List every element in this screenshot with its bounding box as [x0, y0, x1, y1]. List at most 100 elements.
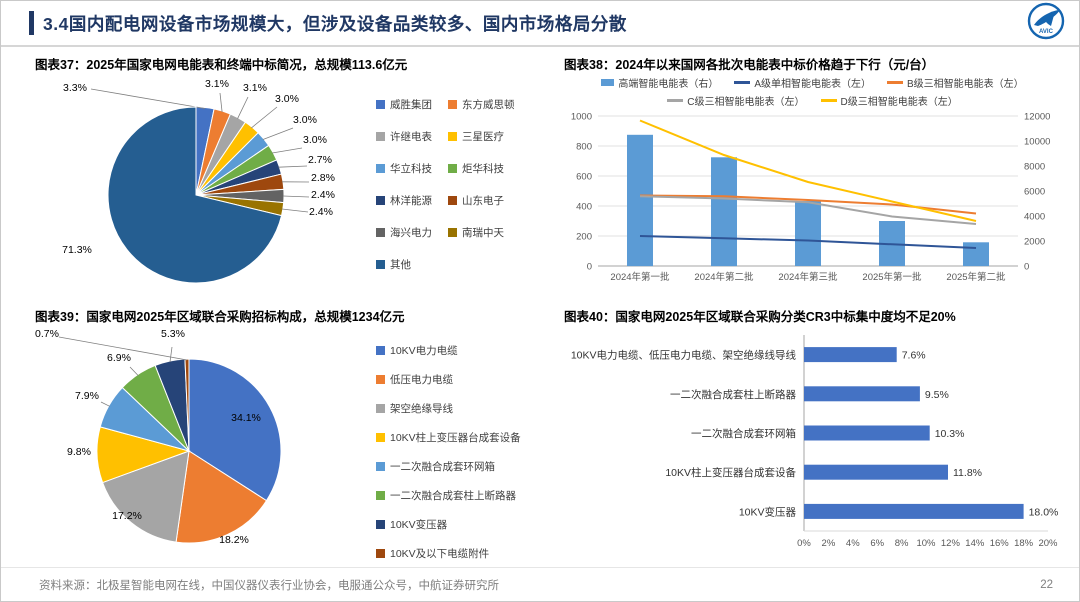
legend-label: 炬华科技: [462, 163, 504, 175]
legend-swatch: [376, 196, 385, 205]
avic-logo-icon: AVIC: [1027, 2, 1065, 39]
category-label: 一二次融合成套环网箱: [691, 427, 796, 440]
source-note: 资料来源：北极星智能电网在线，中国仪器仪表行业协会，电服通公众号，中航证券研究所: [39, 579, 499, 592]
leader-line: [251, 106, 278, 129]
x-tick-label: 16%: [990, 538, 1010, 549]
chart38-legend: 高端智能电能表（右） A级单相智能电能表（左） B级三相智能电能表（左） C级三相智能…: [560, 75, 1065, 108]
legend-swatch: [820, 99, 837, 102]
legend-item: 华立科技: [376, 161, 432, 176]
x-category-label: 2025年第一批: [862, 271, 922, 283]
legend-item: 许继电表: [376, 129, 432, 144]
left-axis-label: 200: [576, 232, 592, 243]
chart37-title: 图表37：2025年国家电网电能表和终端中标简况，总规模113.6亿元: [35, 58, 408, 72]
x-category-label: 2024年第一批: [610, 271, 670, 283]
chart37-pie: 3.3% 3.1% 3.1% 3.0% 3.0% 3.0% 2.7% 2.8% 2.4% 2.4%…: [62, 78, 335, 284]
header: 3.4国内配电网设备市场规模大，但涉及设备品类较多、国内市场格局分散 AVIC: [1, 1, 1079, 47]
leader-line: [281, 208, 309, 213]
legend-label: 许继电表: [390, 131, 432, 143]
legend-item: 低压电力电缆: [376, 372, 521, 387]
value-label: 18.0%: [1029, 506, 1059, 518]
line-series: [639, 119, 977, 222]
left-axis-label: 800: [576, 142, 592, 153]
x-tick-label: 2%: [822, 538, 836, 549]
legend-swatch: [376, 520, 385, 529]
legend-swatch: [376, 260, 385, 269]
legend-label: 三星医疗: [462, 131, 504, 143]
bar: [804, 425, 930, 441]
page-number: 22: [1040, 578, 1053, 591]
line-series: [639, 195, 977, 225]
avic-logo: AVIC: [1027, 2, 1065, 45]
legend-swatch: [448, 164, 457, 173]
pie-label: 2.4%: [309, 206, 333, 218]
legend-label: 华立科技: [390, 163, 432, 175]
legend-label: 威胜集团: [390, 99, 432, 111]
legend-swatch: [376, 375, 385, 384]
legend-item: D级三相智能电能表（左）: [820, 93, 958, 108]
legend-item: C级三相智能电能表（左）: [667, 93, 805, 108]
chart39-title: 图表39：国家电网2025年区域联合采购招标构成，总规模1234亿元: [35, 310, 405, 324]
pie-label: 3.3%: [63, 82, 87, 94]
bar: [711, 157, 737, 267]
legend-label: 其他: [390, 259, 411, 271]
legend-label: D级三相智能电能表（左）: [840, 97, 958, 108]
legend-item: 海兴电力: [376, 225, 432, 240]
legend-label: C级三相智能电能表（左）: [687, 97, 805, 108]
leader-line: [169, 346, 173, 363]
pie-label: 3.1%: [243, 82, 267, 94]
legend-swatch: [448, 132, 457, 141]
legend-swatch: [376, 404, 385, 413]
right-axis-label: 8000: [1024, 162, 1045, 173]
pie-label: 2.8%: [311, 172, 335, 184]
chart40-section: 图表40：国家电网2025年区域联合采购分类CR3中标集中度均不足20% 0% 2…: [560, 303, 1065, 567]
x-tick-label: 20%: [1038, 538, 1058, 549]
x-tick-label: 14%: [965, 538, 985, 549]
pie-label: 34.1%: [231, 412, 261, 424]
legend-label: 10KV及以下电缆附件: [390, 548, 490, 560]
pie-label: 0.7%: [35, 328, 59, 340]
line-series: [639, 235, 977, 249]
leader-line: [278, 165, 308, 168]
legend-label: 一二次融合成套环网箱: [390, 461, 495, 473]
leader-line: [219, 92, 223, 113]
chart40-plot: 0% 2% 4% 6% 8% 10% 12% 14% 16% 18% 20% 10KV电力电缆、低压电…: [571, 335, 1059, 549]
left-axis-label: 0: [587, 262, 592, 273]
chart37-legend: 威胜集团 东方威思顿 许继电表 三星医疗 华立科技 炬华科技 林洋能源 山东电子 海兴电力 南瑞中…: [376, 97, 515, 272]
legend-swatch: [667, 99, 684, 102]
left-axis-label: 400: [576, 202, 592, 213]
x-tick-label: 10%: [916, 538, 936, 549]
x-category-label: 2024年第三批: [778, 271, 838, 283]
legend-item: 一二次融合成套柱上断路器: [376, 488, 521, 503]
legend-label: 山东电子: [462, 195, 504, 207]
legend-swatch: [376, 132, 385, 141]
legend-item: 威胜集团: [376, 97, 432, 112]
legend-swatch: [734, 81, 751, 84]
legend-item: A级单相智能电能表（左）: [734, 75, 871, 90]
footer: 资料来源：北极星智能电网在线，中国仪器仪表行业协会，电服通公众号，中航证券研究所…: [1, 567, 1079, 601]
chart39-pie: 34.1% 18.2% 17.2% 9.8% 7.9% 6.9% 5.3% 0.7%: [35, 328, 282, 546]
legend-item: 10KV柱上变压器台成套设备: [376, 430, 521, 445]
chart38-plot: 0200400600800100002000400060008000100001…: [571, 112, 1051, 284]
pie-label: 3.1%: [205, 78, 229, 90]
legend-item: 10KV及以下电缆附件: [376, 546, 521, 561]
legend-swatch: [376, 228, 385, 237]
pie-label: 6.9%: [107, 352, 131, 364]
pie-label: 17.2%: [112, 510, 142, 522]
bar: [804, 347, 897, 363]
chart38-title: 图表38：2024年以来国网各批次电能表中标价格趋于下行（元/台）: [564, 58, 935, 72]
bar: [627, 134, 653, 267]
legend-label: 一二次融合成套柱上断路器: [390, 490, 516, 502]
pie-label: 18.2%: [219, 534, 249, 546]
bar: [795, 201, 821, 266]
right-axis-label: 6000: [1024, 187, 1045, 198]
chart39-body: 34.1% 18.2% 17.2% 9.8% 7.9% 6.9% 5.3% 0.7% 10KV…: [31, 327, 546, 561]
chart39-section: 图表39：国家电网2025年区域联合采购招标构成，总规模1234亿元 34.1%…: [31, 303, 546, 567]
legend-label: 10KV柱上变压器台成套设备: [390, 432, 521, 444]
x-tick-label: 12%: [941, 538, 961, 549]
legend-swatch: [376, 462, 385, 471]
content-grid: 图表37：2025年国家电网电能表和终端中标简况，总规模113.6亿元 3.3%…: [1, 47, 1079, 567]
x-tick-label: 6%: [870, 538, 884, 549]
legend-item: 一二次融合成套环网箱: [376, 459, 521, 474]
pie-slice: [184, 358, 190, 452]
